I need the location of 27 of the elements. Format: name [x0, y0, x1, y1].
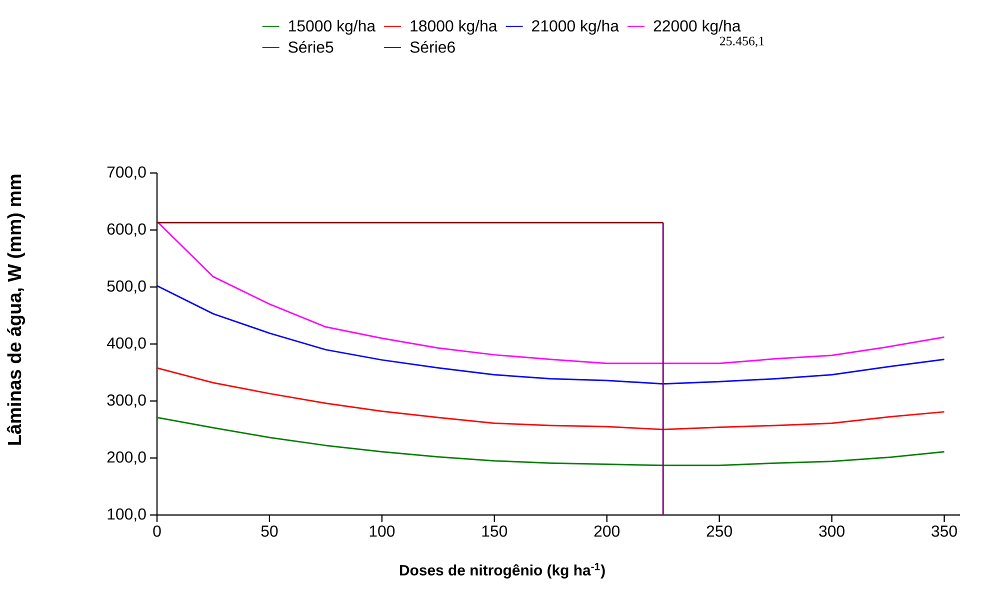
y-axis-title: Lâminas de água, W (mm) mm — [6, 174, 26, 445]
y-tick-label: 700,0 — [107, 166, 146, 180]
x-axis-title: Doses de nitrogênio (kg ha$^{-1}$) — [400, 562, 605, 579]
legend-label: 18000 kg/ha — [410, 20, 498, 35]
y-tick-label: 500,0 — [107, 280, 146, 294]
y-tick-label: 300,0 — [107, 394, 146, 408]
y-tick-label: 100,0 — [108, 508, 146, 522]
legend-label: Série6 — [410, 40, 455, 53]
line-series — [157, 285, 946, 385]
x-tick-label: 50 — [261, 526, 278, 537]
text: 25.456,1 — [720, 36, 764, 48]
legend-label: 15000 kg/ha — [289, 20, 376, 35]
x-tick-label: 300 — [819, 526, 844, 537]
line-series — [157, 416, 946, 466]
x-tick-label: 250 — [706, 526, 732, 537]
x-tick-label: 150 — [482, 526, 508, 537]
legend-label: 22000 kg/ha — [654, 20, 741, 35]
y-tick-label: 600,0 — [107, 223, 146, 237]
x-tick-label: 0 — [153, 526, 161, 537]
line-series — [157, 367, 946, 430]
y-tick-label: 200,0 — [107, 451, 146, 465]
legend-label: 21000 kg/ha — [532, 20, 619, 35]
y-tick-label: 400,0 — [106, 337, 146, 351]
legend-label: Série5 — [288, 40, 334, 53]
x-tick-label: 200 — [594, 526, 620, 537]
x-tick-label: 100 — [370, 526, 395, 537]
x-tick-label: 350 — [932, 526, 957, 537]
